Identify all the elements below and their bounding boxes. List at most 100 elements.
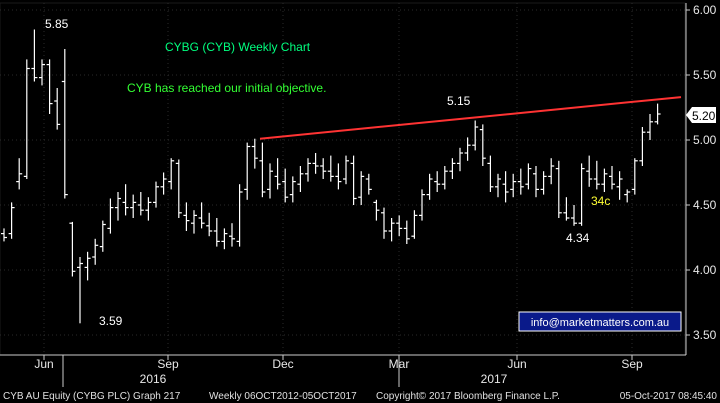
ohlc-bar — [244, 142, 251, 200]
y-axis: 6.00 5.50 5.00 4.50 4.00 3.50 — [685, 3, 717, 355]
ohlc-bar — [449, 158, 456, 179]
ohlc-bar — [441, 166, 448, 190]
ohlc-bar — [419, 189, 425, 221]
ohlc-bar — [487, 155, 494, 192]
ohlc-bar — [533, 166, 539, 198]
ohlc-bar — [175, 159, 182, 218]
ohlc-bar — [457, 147, 463, 172]
ohlc-bar — [571, 205, 577, 226]
annotation-low-2016: 3.59 — [99, 314, 123, 328]
ohlc-bar — [16, 158, 23, 190]
y-tick-label: 3.50 — [693, 328, 717, 342]
ohlc-bar — [540, 171, 547, 195]
chart-subtitle: CYB has reached our initial objective. — [127, 81, 326, 95]
last-price-box — [686, 107, 716, 123]
ohlc-bar — [350, 155, 357, 205]
ohlc-bar — [69, 221, 76, 277]
ohlc-bar — [373, 199, 380, 221]
ohlc-bar — [23, 59, 30, 179]
grid-lines — [0, 3, 686, 355]
ohlc-bar — [160, 172, 167, 195]
website-box — [518, 311, 682, 332]
ohlc-bar — [320, 158, 327, 179]
footer-copyright: Copyright© 2017 Bloomberg Finance L.P. — [376, 391, 560, 402]
ohlc-bar — [654, 103, 661, 125]
ohlc-bar — [381, 207, 387, 239]
ohlc-bar — [624, 189, 631, 203]
ohlc-bar — [61, 49, 68, 199]
y-tick-label: 4.50 — [693, 198, 717, 212]
x-tick-label: Dec — [272, 357, 293, 371]
ohlc-bar — [312, 153, 319, 174]
ohlc-bar — [107, 198, 114, 234]
ohlc-bar — [593, 160, 600, 190]
ohlc-bar — [472, 120, 479, 151]
ohlc-bar — [586, 155, 593, 187]
ohlc-bar — [289, 176, 296, 203]
ohlc-bar — [365, 173, 372, 195]
ohlc-bar — [229, 223, 235, 247]
ohlc-bar — [631, 158, 638, 195]
ohlc-bar — [358, 171, 365, 205]
ohlc-bar — [183, 202, 190, 231]
ohlc-bar — [343, 155, 349, 185]
ohlc-bar — [259, 142, 266, 198]
trendline-group — [259, 96, 682, 140]
ohlc-bar — [39, 59, 45, 86]
ohlc-bar — [616, 171, 623, 200]
ohlc-bar — [525, 163, 532, 190]
ohlc-bar — [563, 197, 570, 221]
ohlc-bar — [206, 212, 213, 237]
last-price-marker: 5.20 — [686, 107, 716, 123]
ohlc-bar — [8, 202, 15, 239]
ohlc-bar — [434, 171, 441, 192]
ohlc-bar — [198, 202, 205, 229]
y-tick-label: 6.00 — [693, 3, 717, 17]
ohlc-bar — [426, 173, 433, 200]
ohlc-bar — [221, 228, 228, 250]
x-tick-label: Jun — [507, 357, 526, 371]
ohlc-bar — [502, 171, 509, 203]
footer-range: Weekly 06OCT2012-05OCT2017 — [209, 391, 357, 402]
ohlc-bar — [115, 192, 121, 221]
ohlc-bar — [495, 173, 501, 198]
website-text: info@marketmatters.com.au — [531, 317, 669, 329]
ohlc-bar — [396, 215, 403, 237]
annotation-high-2017: 5.15 — [447, 94, 471, 108]
ohlc-bar — [403, 220, 410, 244]
ohlc-bar — [555, 160, 562, 218]
ohlc-bar — [77, 257, 83, 324]
ohlc-bar — [168, 158, 175, 190]
y-tick-label: 4.00 — [693, 263, 717, 277]
ohlc-bar — [137, 192, 144, 216]
ohlc-bar — [647, 114, 653, 140]
y-tick-label: 5.50 — [693, 68, 717, 82]
ohlc-bar — [464, 137, 471, 161]
ohlc-bar — [153, 181, 159, 208]
ohlc-bar — [251, 138, 258, 169]
ohlc-bar — [510, 173, 517, 198]
ohlc-bar — [517, 168, 524, 195]
footer-bar: CYB AU Equity (CYBG PLC) Graph 217 Weekl… — [3, 391, 717, 402]
ohlc-bar — [479, 124, 486, 166]
ohlc-bar — [639, 127, 646, 166]
ohlc-bar — [297, 166, 304, 192]
ohlc-bar — [54, 88, 61, 130]
ohlc-bar — [46, 59, 53, 114]
year-label: 2017 — [481, 372, 508, 386]
ohlc-bar — [122, 184, 129, 216]
ohlc-bar — [191, 210, 197, 234]
ohlc-bar — [236, 184, 243, 247]
x-tick-label: Sep — [157, 357, 179, 371]
ohlc-bar — [388, 218, 395, 242]
ohlc-bar — [578, 163, 585, 226]
x-tick-label: Sep — [621, 357, 643, 371]
ohlc-bar — [99, 220, 106, 252]
website-badge: info@marketmatters.com.au — [518, 311, 682, 332]
ohlc-bar — [145, 197, 152, 221]
ohlc-bar — [327, 155, 334, 182]
resistance-trendline — [259, 96, 682, 140]
